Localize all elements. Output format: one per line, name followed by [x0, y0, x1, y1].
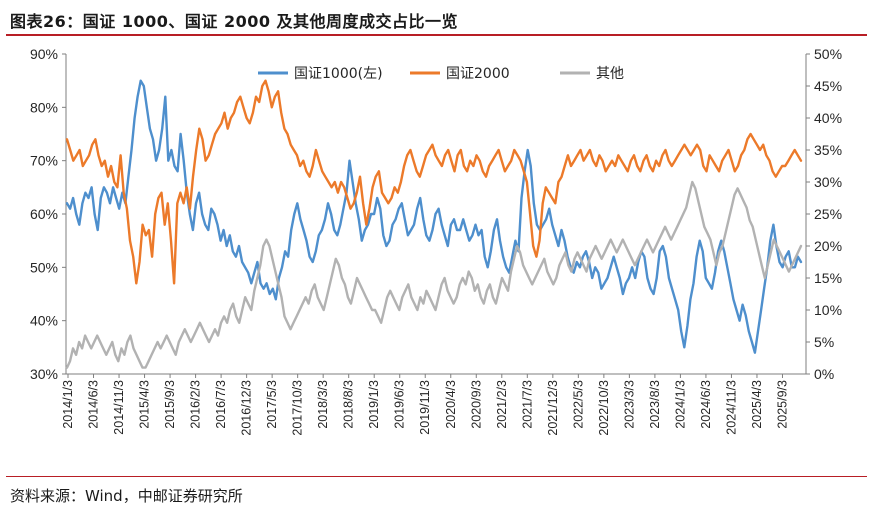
- y-right-tick-label: 5%: [814, 334, 834, 350]
- legend-label: 其他: [596, 66, 624, 82]
- title-divider: [6, 34, 867, 36]
- x-tick-label: 2019/6/3: [393, 380, 407, 429]
- y-right-tick-label: 10%: [814, 302, 842, 318]
- x-tick-label: 2015/9/3: [163, 380, 177, 429]
- x-tick-label: 2025/4/3: [750, 380, 764, 429]
- x-tick-label: 2014/1/3: [61, 380, 75, 429]
- y-left-tick-label: 40%: [30, 313, 58, 329]
- y-left-tick-label: 80%: [30, 99, 58, 115]
- chart-title: 图表26：国证 1000、国证 2000 及其他周度成交占比一览: [10, 12, 459, 31]
- x-tick-label: 2016/2/3: [189, 380, 203, 429]
- footer-divider: [6, 476, 867, 477]
- x-tick-label: 2018/8/3: [342, 380, 356, 429]
- x-tick-label: 2024/1/3: [673, 380, 687, 429]
- x-tick-label: 2016/7/3: [214, 380, 228, 429]
- y-right-tick-label: 30%: [814, 174, 842, 190]
- y-right-tick-label: 45%: [814, 78, 842, 94]
- y-right-tick-label: 40%: [814, 110, 842, 126]
- x-tick-label: 2021/2/3: [495, 380, 509, 429]
- x-tick-label: 2016/12/3: [240, 380, 254, 436]
- x-tick-label: 2021/7/3: [520, 380, 534, 429]
- x-tick-label: 2023/3/3: [622, 380, 636, 429]
- x-tick-label: 2025/9/3: [775, 380, 789, 429]
- y-right-tick-label: 0%: [814, 366, 834, 382]
- y-left-tick-label: 90%: [30, 46, 58, 62]
- source-note: 资料来源：Wind，中邮证券研究所: [10, 487, 243, 505]
- x-tick-label: 2021/12/3: [546, 380, 560, 436]
- y-right-tick-label: 50%: [814, 46, 842, 62]
- x-tick-label: 2014/6/3: [87, 380, 101, 429]
- legend-label: 国证1000(左): [294, 66, 383, 82]
- x-tick-label: 2023/8/3: [648, 380, 662, 429]
- x-tick-label: 2019/11/3: [418, 380, 432, 435]
- x-tick-label: 2020/4/3: [444, 380, 458, 429]
- y-right-tick-label: 15%: [814, 270, 842, 286]
- legend-label: 国证2000: [446, 66, 510, 82]
- x-tick-label: 2020/9/3: [469, 380, 483, 429]
- x-tick-label: 2014/11/3: [112, 380, 126, 435]
- y-right-tick-label: 35%: [814, 142, 842, 158]
- x-tick-label: 2018/3/3: [316, 380, 330, 429]
- y-left-tick-label: 60%: [30, 206, 58, 222]
- legend: 国证1000(左) 国证2000 其他: [258, 66, 624, 82]
- x-tick-label: 2024/6/3: [699, 380, 713, 429]
- x-tick-label: 2017/10/3: [291, 380, 305, 436]
- x-tick-label: 2019/1/3: [367, 380, 381, 429]
- series-line-1: [65, 79, 803, 354]
- x-tick-label: 2024/11/3: [724, 380, 738, 435]
- series-line-2: [65, 79, 803, 285]
- x-tick-label: 2022/10/3: [597, 380, 611, 436]
- series-line-3: [65, 180, 803, 369]
- x-tick-label: 2015/4/3: [138, 380, 152, 429]
- line-chart: 30% 40% 50% 60% 70% 80% 90% 0% 5% 10% 15% 20% 25% 30%…: [30, 46, 842, 436]
- y-right-tick-label: 25%: [814, 206, 842, 222]
- y-left-tick-label: 50%: [30, 259, 58, 275]
- y-left-tick-label: 30%: [30, 366, 58, 382]
- y-left-tick-label: 70%: [30, 153, 58, 169]
- y-right-tick-label: 20%: [814, 238, 842, 254]
- x-tick-label: 2022/5/3: [571, 380, 585, 429]
- x-tick-label: 2017/5/3: [265, 380, 279, 429]
